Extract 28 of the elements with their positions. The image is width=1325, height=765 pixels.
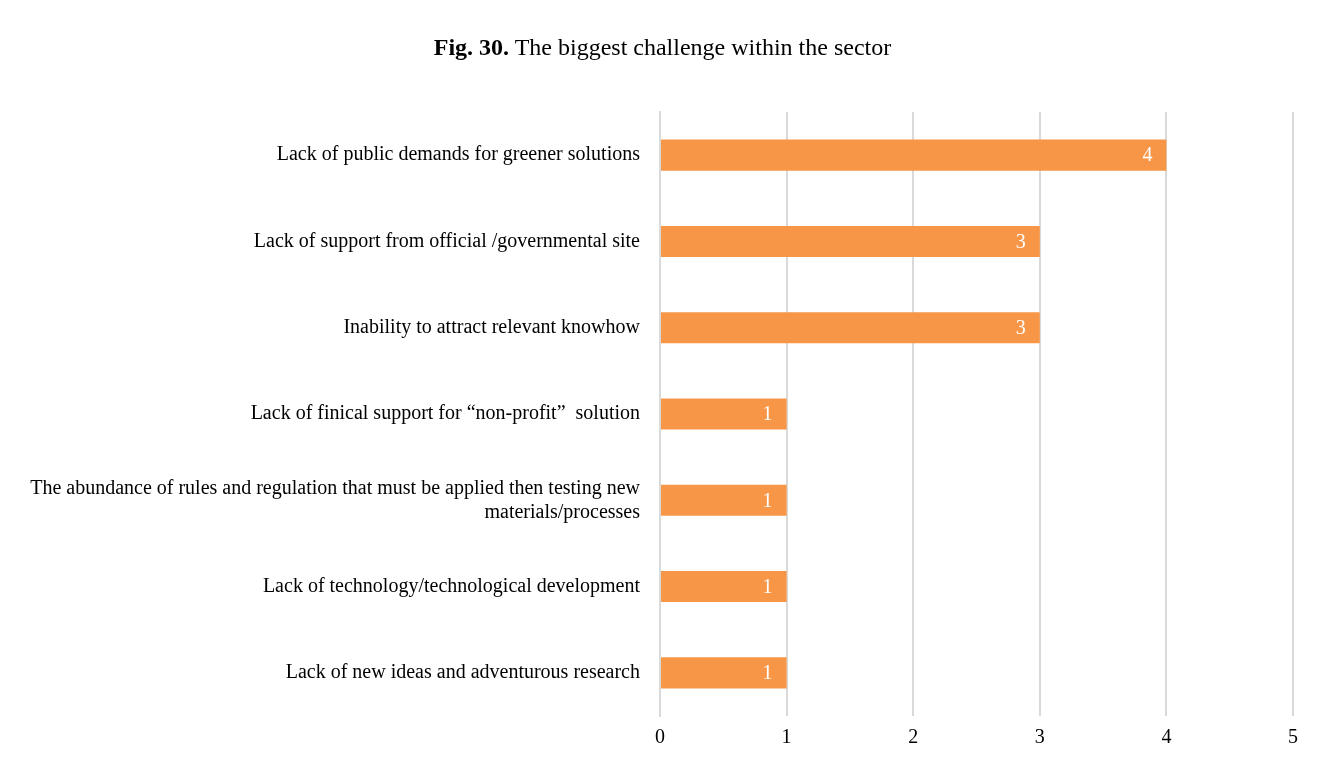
y-tick-label: The abundance of rules and regulation that must be applied then testing new materials/processes	[30, 475, 641, 523]
y-tick-label: Inability to attract relevant knowhow	[343, 314, 641, 338]
bar	[661, 398, 787, 430]
x-tick-label: 3	[1034, 725, 1045, 748]
x-tick-label: 2	[908, 725, 919, 748]
y-tick-label: Lack of technology/technological development	[262, 573, 641, 597]
chart-title: Fig. 30. The biggest challenge within the sector	[432, 34, 893, 61]
x-tick-label: 5	[1288, 725, 1298, 748]
data-label: 4	[1142, 143, 1153, 166]
x-tick-label: 1	[781, 725, 792, 748]
y-tick-label: Lack of finical support for “non-profit” solution	[250, 401, 640, 425]
bar	[661, 139, 1167, 171]
data-label: 1	[762, 574, 773, 597]
data-label: 3	[1015, 229, 1026, 252]
y-tick-label: Lack of new ideas and adventurous research	[285, 660, 640, 683]
bar	[661, 484, 787, 516]
data-label: 3	[1015, 315, 1026, 338]
data-label: 1	[762, 661, 773, 684]
y-tick-label: Lack of support from official /governmental site	[253, 228, 641, 252]
x-tick-label: 4	[1161, 725, 1172, 748]
y-tick-label: Lack of public demands for greener solutions	[276, 142, 641, 166]
bar	[661, 312, 1040, 344]
data-label: 1	[762, 402, 773, 425]
bar	[661, 225, 1040, 257]
x-tick-label: 0	[655, 725, 665, 748]
data-label: 1	[762, 488, 773, 511]
bar	[661, 657, 787, 689]
bar	[661, 571, 787, 603]
